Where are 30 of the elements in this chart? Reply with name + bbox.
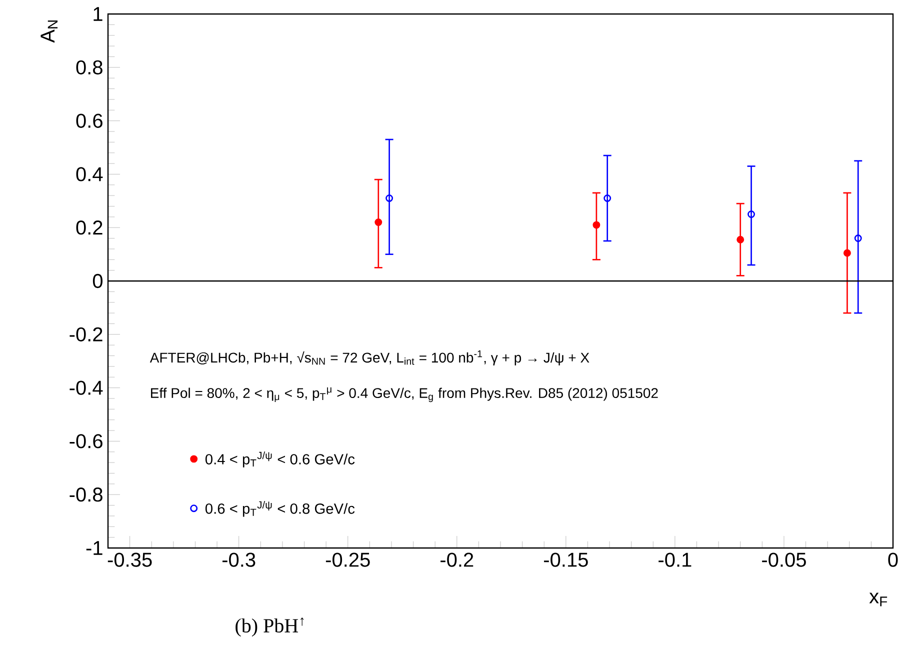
text: (b) PbH$^{↑}$	[236, 617, 304, 637]
y-tick-label: -1	[86, 541, 102, 555]
y-tick-label: 0.8	[76, 60, 102, 74]
y-tick-label: 0.6	[76, 114, 102, 128]
x-tick-label: -0.35	[108, 552, 152, 567]
point	[374, 218, 382, 226]
point	[592, 221, 600, 229]
x-tick-label: -0.25	[326, 552, 370, 567]
x-tick-label: -0.05	[762, 552, 806, 567]
x-tick-label: -0.1	[658, 552, 692, 567]
x-tick-label: -0.15	[544, 552, 588, 567]
x-tick-label: 0	[888, 552, 898, 567]
x-tick-label: -0.2	[440, 552, 474, 567]
x-tick-label: -0.3	[222, 552, 256, 567]
legend-label: 0.6 < p$_{T}$$^{J/ψ}$ < 0.8 GeV/c	[205, 500, 355, 517]
x-axis-title: x$_{F}$	[869, 592, 888, 606]
y-tick-label: -0.6	[70, 434, 102, 448]
y-tick-label: 0.4	[76, 167, 103, 182]
point	[736, 236, 744, 244]
y-tick-label: -0.8	[70, 488, 102, 502]
y-tick-label: -0.4	[70, 380, 103, 395]
y-tick-label: 0.2	[76, 220, 102, 235]
y-tick-label: 1	[94, 7, 102, 21]
legend-label: 0.4 < p$_{T}$$^{J/ψ}$ < 0.6 GeV/c	[205, 452, 355, 468]
y-axis-title: A$_{N}$	[40, 20, 58, 43]
y-tick-label: 0	[92, 274, 102, 288]
annotation: Eff Pol = 80%, 2 < η$_{μ}$ < 5, p$_{T}$$^{μ}$ > 0.4 GeV/c, E$_{g}$ from Phys.Rev. D85 (2012) 051502	[151, 387, 658, 402]
annotation: AFTER@LHCb, Pb+H, √s$_{NN}$ = 72 GeV, L$_{int}$ = 100 nb$^{-1}$, γ + p → J/ψ + X	[150, 350, 590, 366]
point	[843, 249, 851, 257]
y-tick-label: -0.2	[70, 327, 102, 342]
